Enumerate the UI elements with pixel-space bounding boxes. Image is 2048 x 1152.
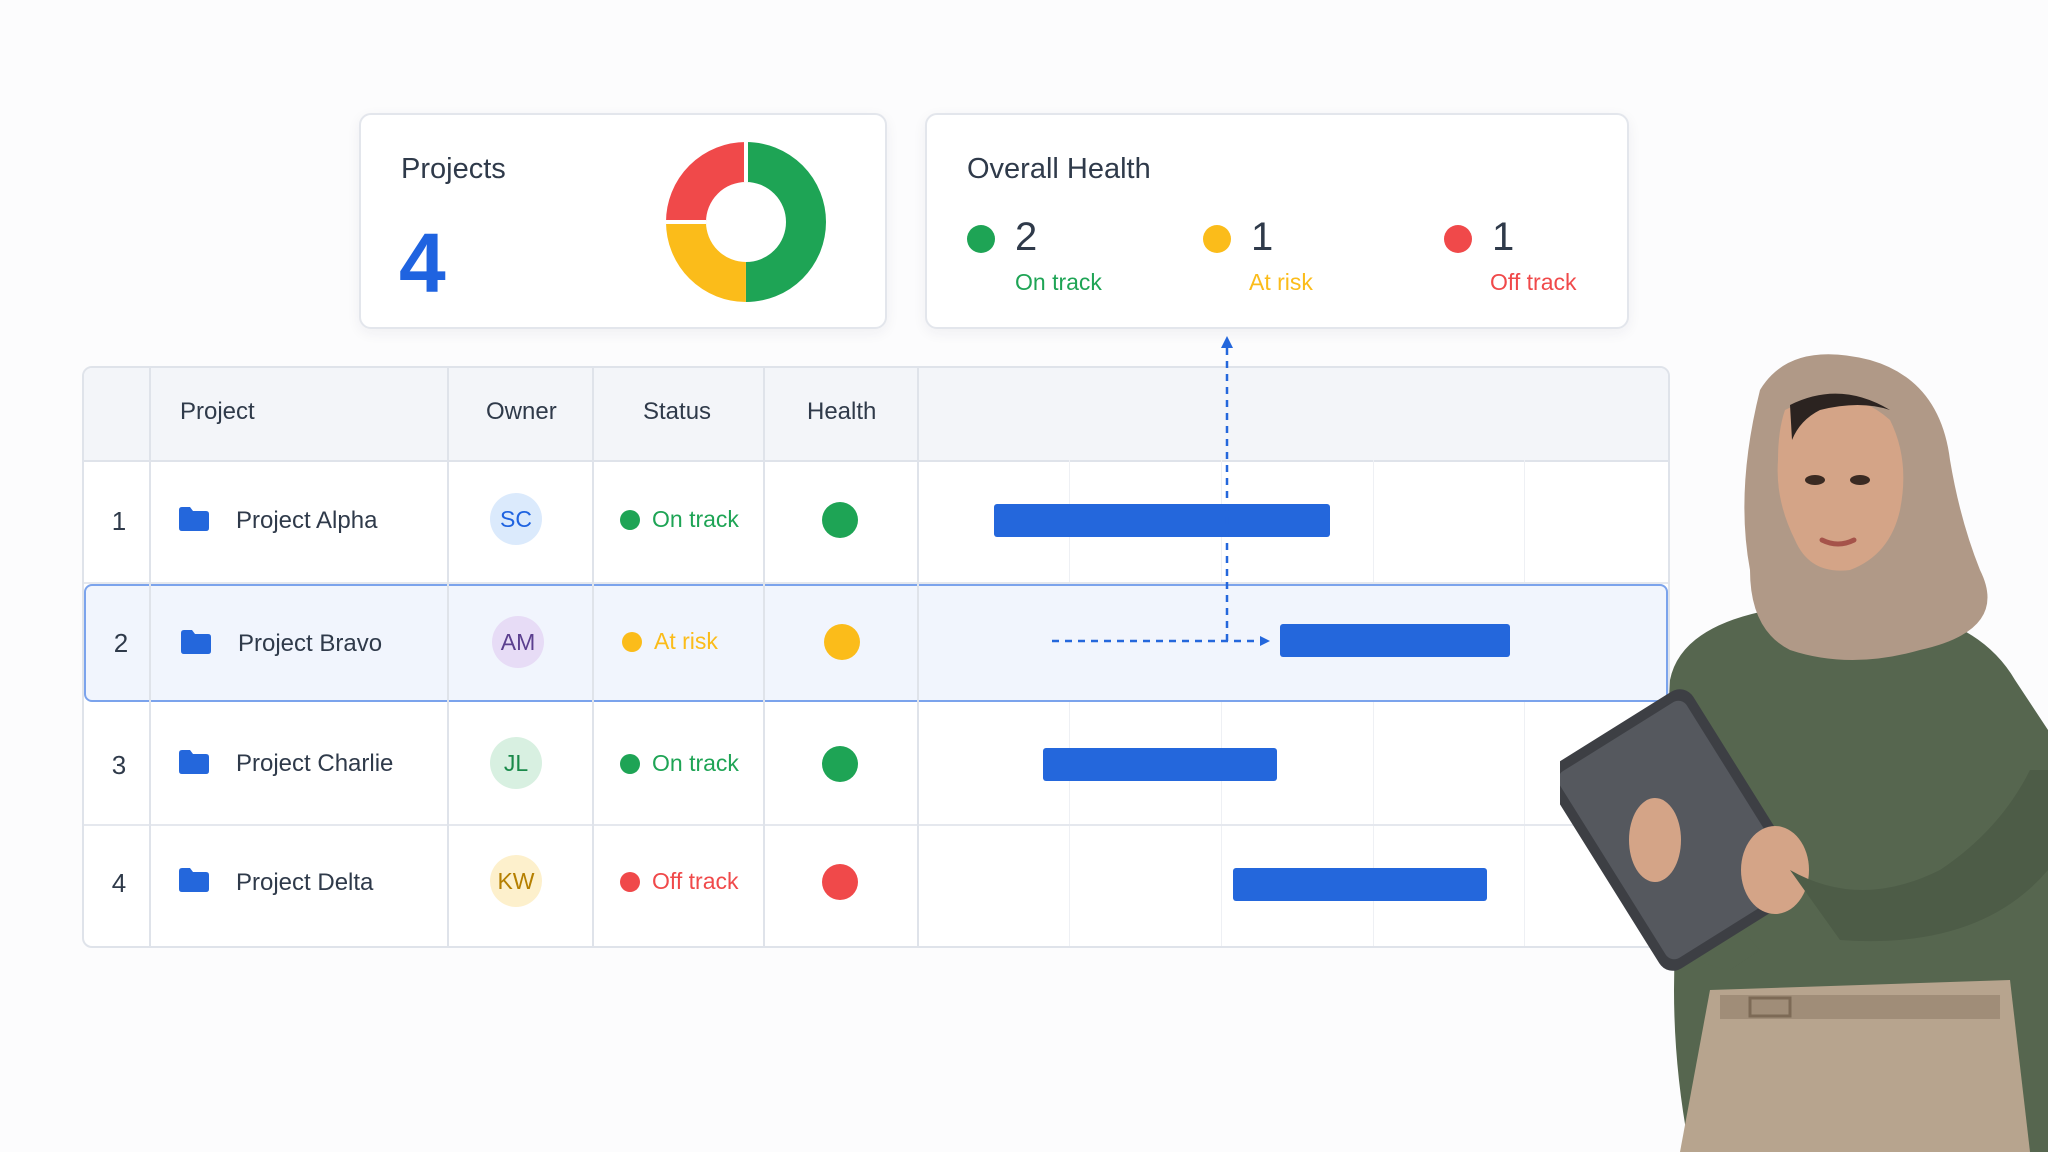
status-dot	[620, 754, 640, 774]
project-name[interactable]: Project Alpha	[236, 507, 378, 534]
on-track-dot	[967, 225, 995, 253]
avatar[interactable]: JL	[490, 737, 542, 789]
projects-card: Projects 4	[359, 113, 887, 329]
avatar[interactable]: SC	[490, 493, 542, 545]
folder-icon	[181, 630, 211, 654]
timeline-bar[interactable]	[1280, 624, 1510, 657]
folder-icon	[179, 507, 209, 531]
table-header: Project Owner Status Health	[84, 368, 1668, 462]
health-card-title: Overall Health	[967, 153, 1151, 185]
project-table: Project Owner Status Health 1 Project Al…	[82, 366, 1670, 948]
off-track-dot	[1444, 225, 1472, 253]
header-project[interactable]: Project	[180, 398, 255, 425]
health-indicator	[822, 746, 858, 782]
table-row[interactable]: 4 Project Delta KW Off track	[84, 826, 1668, 946]
timeline-bar[interactable]	[994, 504, 1330, 537]
table-row[interactable]: 1 Project Alpha SC On track	[84, 460, 1668, 584]
status-badge: At risk	[654, 628, 718, 654]
status-badge: On track	[652, 750, 739, 776]
status-dot	[620, 510, 640, 530]
projects-donut-chart	[666, 142, 826, 302]
table-row-selected[interactable]: 2 Project Bravo AM At risk	[84, 584, 1668, 702]
health-indicator	[822, 502, 858, 538]
row-number: 2	[113, 628, 129, 658]
timeline-bar[interactable]	[1043, 748, 1277, 781]
at-risk-count: 1	[1251, 215, 1274, 259]
off-track-label: Off track	[1490, 269, 1577, 295]
projects-card-title: Projects	[401, 153, 506, 185]
header-status[interactable]: Status	[643, 398, 712, 425]
projects-count: 4	[399, 216, 446, 310]
health-indicator	[822, 864, 858, 900]
header-health[interactable]: Health	[807, 398, 877, 425]
project-name[interactable]: Project Delta	[236, 869, 374, 896]
row-number: 3	[111, 750, 127, 780]
folder-icon	[179, 868, 209, 892]
table-row[interactable]: 3 Project Charlie JL On track	[84, 702, 1668, 826]
off-track-count: 1	[1492, 215, 1515, 259]
at-risk-dot	[1203, 225, 1231, 253]
on-track-count: 2	[1015, 215, 1038, 259]
at-risk-label: At risk	[1249, 269, 1313, 295]
row-number: 1	[111, 506, 127, 536]
status-dot	[620, 872, 640, 892]
folder-icon	[179, 750, 209, 774]
on-track-label: On track	[1015, 269, 1102, 295]
row-number: 4	[111, 868, 127, 898]
status-badge: Off track	[652, 868, 739, 894]
timeline-bar[interactable]	[1233, 868, 1487, 901]
person-with-tablet-illustration	[1560, 354, 2048, 1152]
status-badge: On track	[652, 506, 739, 532]
avatar[interactable]: AM	[492, 616, 544, 668]
health-indicator	[824, 624, 860, 660]
project-name[interactable]: Project Bravo	[238, 630, 383, 657]
project-name[interactable]: Project Charlie	[236, 750, 394, 777]
arrowhead-up-icon	[1221, 336, 1233, 348]
avatar[interactable]: KW	[490, 855, 542, 907]
header-owner[interactable]: Owner	[486, 398, 557, 425]
overall-health-card: Overall Health 2 On track 1 At risk 1 Of…	[925, 113, 1629, 329]
status-dot	[622, 632, 642, 652]
